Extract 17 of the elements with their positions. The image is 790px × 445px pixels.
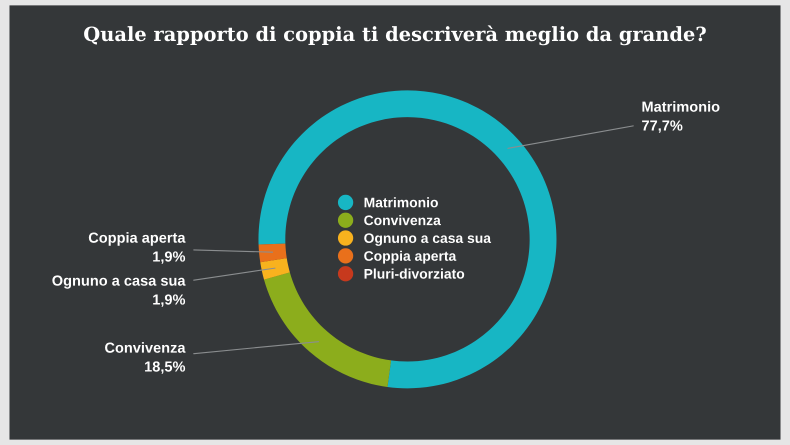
data-label: 1,9%	[153, 294, 186, 307]
slice-label: Matrimonio	[642, 101, 720, 112]
slice-label: Coppia aperta	[88, 232, 186, 246]
legend-label: Pluri-divorziato	[364, 268, 464, 279]
donut-slice	[258, 90, 556, 388]
donut-slice	[260, 258, 290, 280]
chart-title: Quale rapporto di coppia ti descriverà meglio da grande?	[84, 25, 706, 46]
donut-slice	[258, 244, 287, 262]
data-label: 1,9%	[153, 251, 186, 264]
legend-label: Ognuno a casa sua	[364, 233, 492, 246]
legend-label: Convivenza	[364, 215, 441, 226]
data-label: 77,7%	[642, 120, 682, 133]
legend-label: Matrimonio	[364, 197, 438, 208]
legend-label: Coppia aperta	[364, 250, 456, 264]
slice-label: Convivenza	[105, 342, 186, 353]
slice-label: Ognuno a casa sua	[52, 275, 186, 289]
data-label: 18,5%	[145, 361, 186, 374]
